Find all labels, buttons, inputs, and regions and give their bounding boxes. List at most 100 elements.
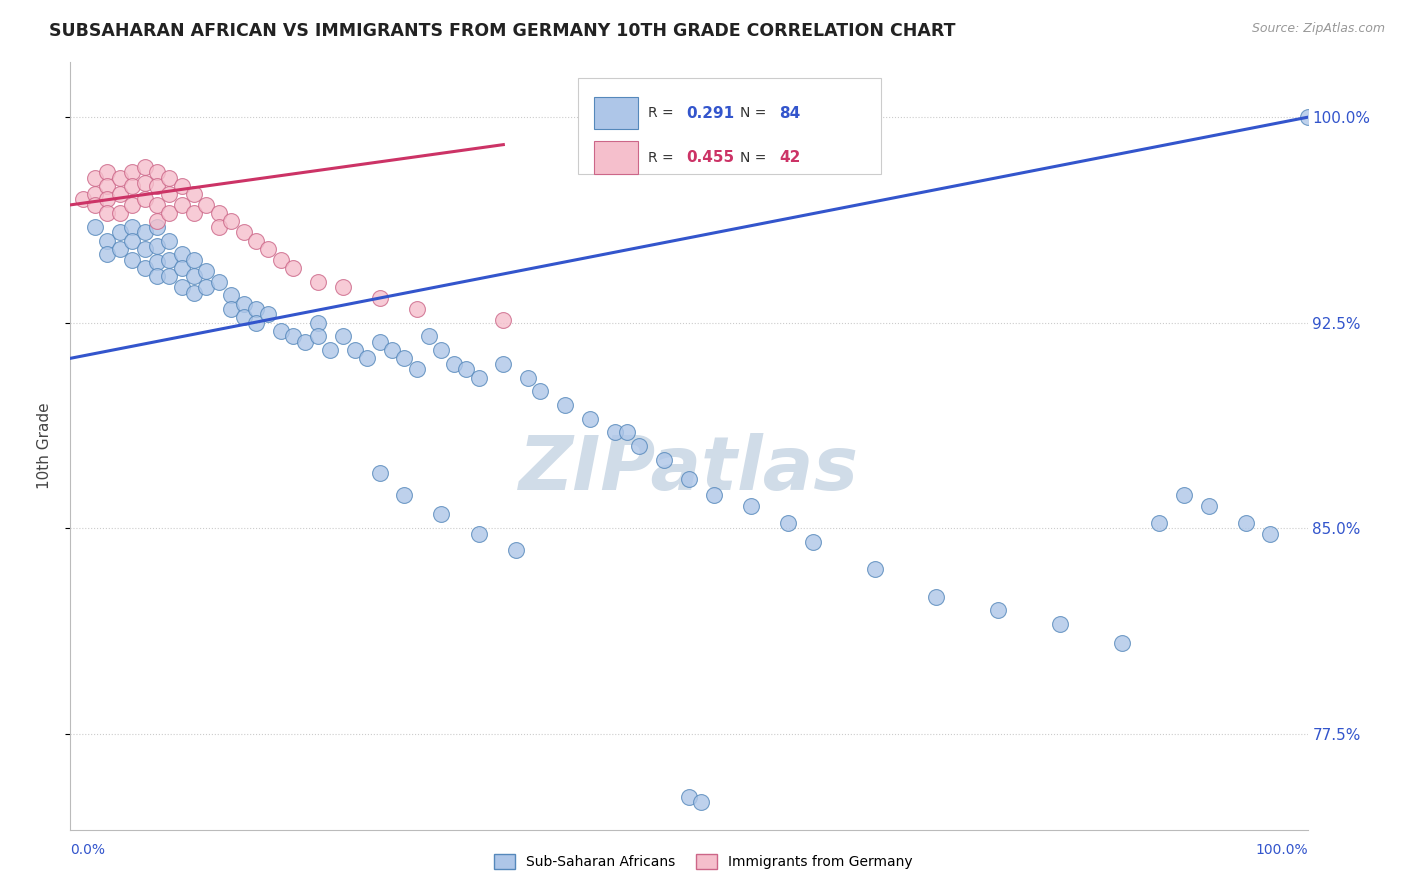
Point	[121, 252, 143, 267]
Point	[863, 562, 886, 576]
Point	[84, 186, 107, 201]
Point	[146, 239, 169, 253]
Point	[134, 176, 156, 190]
Point	[84, 219, 107, 234]
Point	[245, 316, 267, 330]
Text: ZIPatlas: ZIPatlas	[519, 433, 859, 506]
Point	[1198, 500, 1220, 514]
Point	[343, 343, 366, 358]
Point	[1147, 516, 1170, 530]
Point	[146, 198, 169, 212]
Legend: Sub-Saharan Africans, Immigrants from Germany: Sub-Saharan Africans, Immigrants from Ge…	[486, 847, 920, 876]
Point	[368, 467, 391, 481]
Point	[157, 206, 180, 220]
Point	[1173, 488, 1195, 502]
Point	[925, 590, 948, 604]
Point	[170, 247, 193, 261]
Point	[332, 329, 354, 343]
Point	[195, 263, 218, 277]
Point	[281, 260, 304, 275]
Point	[467, 370, 489, 384]
Point	[381, 343, 404, 358]
Text: N =: N =	[740, 106, 770, 120]
Point	[219, 214, 242, 228]
Point	[208, 219, 231, 234]
Point	[394, 488, 416, 502]
Point	[628, 439, 651, 453]
Point	[270, 252, 292, 267]
Text: R =: R =	[648, 151, 678, 164]
Point	[257, 242, 280, 256]
Point	[232, 296, 254, 310]
Point	[108, 186, 131, 201]
Text: R =: R =	[648, 106, 678, 120]
Point	[505, 543, 527, 558]
Point	[405, 362, 427, 376]
Point	[146, 219, 169, 234]
Point	[108, 170, 131, 185]
Point	[195, 280, 218, 294]
Point	[134, 193, 156, 207]
Point	[307, 275, 329, 289]
Point	[443, 357, 465, 371]
Point	[157, 252, 180, 267]
Point	[332, 280, 354, 294]
Point	[157, 269, 180, 284]
Point	[121, 198, 143, 212]
Point	[690, 795, 713, 809]
Point	[134, 160, 156, 174]
Point	[96, 206, 118, 220]
Point	[134, 225, 156, 239]
Point	[208, 206, 231, 220]
Point	[517, 370, 540, 384]
Point	[157, 234, 180, 248]
Point	[183, 186, 205, 201]
Point	[134, 260, 156, 275]
Point	[157, 186, 180, 201]
Point	[257, 308, 280, 322]
Text: 0.455: 0.455	[686, 150, 734, 165]
Point	[108, 225, 131, 239]
FancyBboxPatch shape	[593, 142, 638, 174]
Text: N =: N =	[740, 151, 770, 164]
Point	[121, 178, 143, 193]
Point	[146, 269, 169, 284]
Point	[776, 516, 799, 530]
Point	[232, 310, 254, 325]
Point	[108, 206, 131, 220]
Point	[219, 288, 242, 302]
Point	[157, 170, 180, 185]
Point	[96, 247, 118, 261]
Point	[183, 252, 205, 267]
Text: SUBSAHARAN AFRICAN VS IMMIGRANTS FROM GERMANY 10TH GRADE CORRELATION CHART: SUBSAHARAN AFRICAN VS IMMIGRANTS FROM GE…	[49, 22, 956, 40]
Point	[219, 301, 242, 316]
Point	[170, 260, 193, 275]
Point	[245, 301, 267, 316]
Point	[678, 789, 700, 804]
Point	[430, 343, 453, 358]
Point	[121, 234, 143, 248]
Y-axis label: 10th Grade: 10th Grade	[37, 402, 52, 490]
Point	[368, 291, 391, 305]
Point	[134, 242, 156, 256]
Point	[146, 178, 169, 193]
Point	[394, 351, 416, 366]
Point	[740, 500, 762, 514]
Point	[96, 178, 118, 193]
Point	[307, 316, 329, 330]
Point	[183, 206, 205, 220]
Point	[108, 242, 131, 256]
Point	[1049, 617, 1071, 632]
Point	[72, 193, 94, 207]
Point	[456, 362, 478, 376]
Point	[281, 329, 304, 343]
Point	[1296, 110, 1319, 124]
Point	[146, 255, 169, 269]
Point	[84, 198, 107, 212]
Point	[801, 535, 824, 549]
Text: 84: 84	[779, 105, 800, 120]
Point	[652, 452, 675, 467]
Point	[405, 301, 427, 316]
Point	[232, 225, 254, 239]
Point	[492, 313, 515, 327]
